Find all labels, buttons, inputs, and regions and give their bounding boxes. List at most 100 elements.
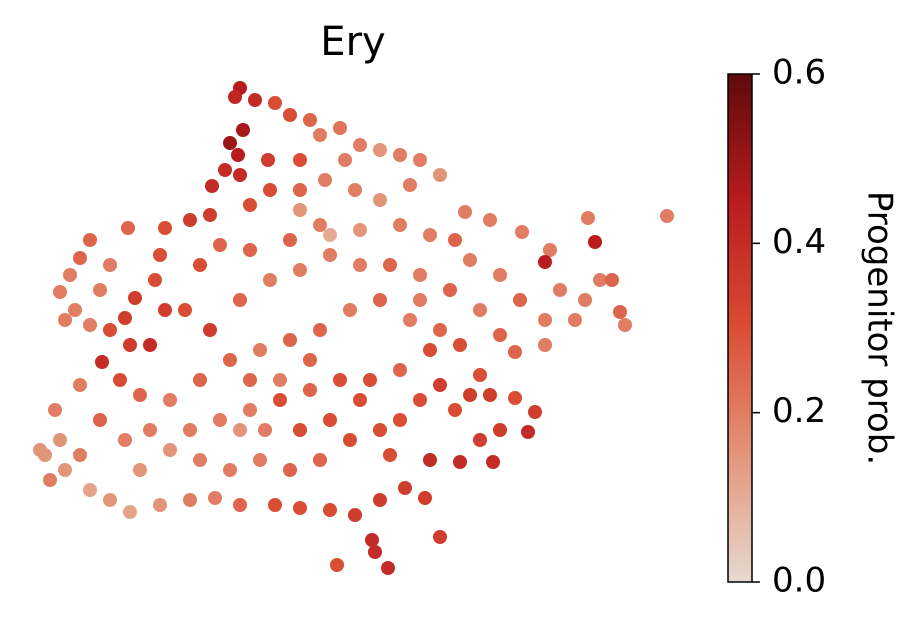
point	[163, 393, 177, 407]
point	[128, 291, 142, 305]
point	[578, 293, 592, 307]
point	[263, 183, 277, 197]
point	[233, 498, 247, 512]
point	[588, 235, 602, 249]
point	[293, 501, 307, 515]
point	[303, 113, 317, 127]
point	[473, 433, 487, 447]
point	[613, 305, 627, 319]
point	[123, 505, 137, 519]
point	[493, 328, 507, 342]
point	[118, 311, 132, 325]
point	[231, 148, 245, 162]
point	[528, 405, 542, 419]
point	[153, 498, 167, 512]
point	[413, 268, 427, 282]
point	[313, 218, 327, 232]
point	[268, 96, 282, 110]
point	[293, 153, 307, 167]
point	[323, 413, 337, 427]
point	[53, 285, 67, 299]
point	[283, 463, 297, 477]
points	[33, 81, 674, 575]
point	[483, 213, 497, 227]
point	[83, 483, 97, 497]
point	[398, 481, 412, 495]
point	[373, 423, 387, 437]
point	[43, 473, 57, 487]
point	[433, 378, 447, 392]
point	[473, 303, 487, 317]
point	[453, 338, 467, 352]
point	[353, 393, 367, 407]
point	[448, 403, 462, 417]
point	[303, 353, 317, 367]
point	[193, 373, 207, 387]
point	[618, 318, 632, 332]
point	[338, 153, 352, 167]
point	[333, 121, 347, 135]
point	[93, 283, 107, 297]
point	[33, 443, 47, 457]
point	[183, 423, 197, 437]
point	[133, 388, 147, 402]
point	[418, 491, 432, 505]
point	[118, 433, 132, 447]
point	[433, 323, 447, 337]
point	[218, 163, 232, 177]
point	[293, 183, 307, 197]
point	[223, 136, 237, 150]
point	[253, 343, 267, 357]
point	[248, 93, 262, 107]
point	[63, 268, 77, 282]
point	[103, 258, 117, 272]
point	[413, 153, 427, 167]
chart-title: Ery	[320, 19, 385, 65]
point	[660, 209, 674, 223]
point	[348, 183, 362, 197]
point	[158, 221, 172, 235]
point	[233, 293, 247, 307]
point	[568, 313, 582, 327]
point	[313, 128, 327, 142]
colorbar-tick-label: 0.4	[772, 222, 826, 262]
point	[343, 433, 357, 447]
point	[58, 313, 72, 327]
point	[463, 253, 477, 267]
point	[163, 443, 177, 457]
point	[448, 233, 462, 247]
point	[268, 498, 282, 512]
point	[393, 363, 407, 377]
point	[233, 423, 247, 437]
point	[513, 293, 527, 307]
point	[383, 258, 397, 272]
point	[283, 333, 297, 347]
point	[73, 448, 87, 462]
point	[423, 453, 437, 467]
point	[403, 313, 417, 327]
point	[233, 168, 247, 182]
point	[95, 355, 109, 369]
point	[73, 378, 87, 392]
point	[83, 233, 97, 247]
point	[253, 453, 267, 467]
point	[113, 373, 127, 387]
point	[318, 173, 332, 187]
point	[73, 251, 87, 265]
point	[515, 225, 529, 239]
point	[148, 273, 162, 287]
point	[153, 248, 167, 262]
point	[483, 388, 497, 402]
point	[543, 243, 557, 257]
point	[423, 228, 437, 242]
point	[553, 283, 567, 297]
point	[383, 448, 397, 462]
point	[183, 493, 197, 507]
point	[205, 179, 219, 193]
point	[508, 345, 522, 359]
point	[313, 323, 327, 337]
point	[103, 493, 117, 507]
point	[403, 178, 417, 192]
point	[178, 303, 192, 317]
point	[538, 338, 552, 352]
